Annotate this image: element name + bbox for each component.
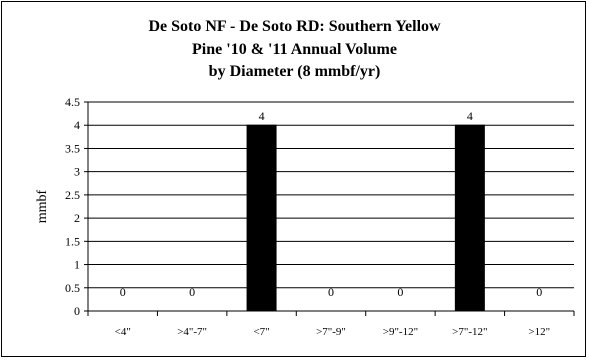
data-label: 0 (536, 285, 542, 299)
chart-title-line-1: De Soto NF - De Soto RD: Southern Yellow (148, 18, 441, 35)
data-label: 0 (328, 285, 334, 299)
chart-title-line-2: Pine '10 & '11 Annual Volume (192, 40, 397, 58)
y-tick-label: 4 (74, 118, 80, 132)
y-tick-label: 2.5 (65, 188, 80, 202)
y-tick-label: 3 (74, 165, 80, 179)
data-label: 0 (120, 285, 126, 299)
y-tick-label: 1 (74, 258, 80, 272)
axes (84, 101, 575, 316)
x-tick-label: >4"-7" (177, 326, 207, 338)
x-tick-label: >7"-9" (316, 326, 346, 338)
y-tick-label: 3.5 (65, 141, 80, 155)
bars (246, 124, 485, 312)
y-tick-label: 0.5 (65, 281, 80, 295)
data-label: 0 (189, 285, 195, 299)
data-label: 4 (467, 109, 473, 123)
y-tick-label: 0 (74, 304, 80, 318)
data-label: 4 (259, 109, 265, 123)
bar (246, 124, 277, 312)
x-tick-label: <7" (253, 326, 269, 338)
y-axis-label: mmbf (35, 189, 50, 223)
x-tick-label: >7"-12" (452, 326, 487, 338)
chart-title-line-3: by Diameter (8 mmbf/yr) (208, 63, 381, 80)
x-tick-label: >9"-12" (383, 326, 418, 338)
chart-title: De Soto NF - De Soto RD: Southern Yellow… (0, 16, 589, 84)
x-tick-label: >12" (528, 326, 550, 338)
y-tick-label: 1.5 (65, 234, 80, 248)
x-tick-label: <4" (115, 326, 131, 338)
y-tick-label: 4.5 (65, 95, 80, 109)
y-tick-label: 2 (74, 211, 80, 225)
bar (454, 124, 485, 312)
labels: 0 0.5 1 1.5 2 2.5 3 3.5 4 4.5 0 <4" 0 >4"-7" 4 <7" 0 >7"-… (35, 95, 550, 338)
gridlines (88, 101, 574, 289)
data-label: 0 (397, 285, 403, 299)
